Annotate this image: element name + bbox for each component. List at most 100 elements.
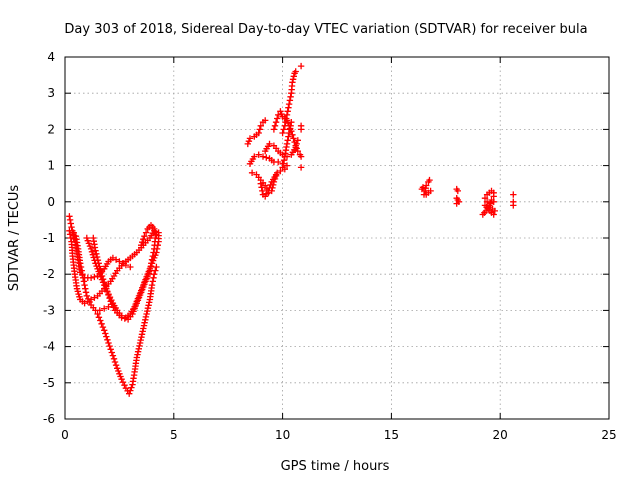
data-point-marker	[121, 315, 128, 322]
data-point-marker	[286, 126, 294, 133]
data-point-marker	[137, 336, 144, 344]
data-point-marker	[134, 348, 142, 355]
data-point-marker	[270, 126, 278, 133]
y-tick-label: 3	[47, 86, 55, 100]
data-point-marker	[83, 292, 90, 300]
y-axis-title: SDTVAR / TECUs	[7, 185, 22, 292]
data-point-marker	[87, 245, 95, 253]
x-tick-label: 25	[601, 428, 616, 442]
data-point-marker	[93, 253, 101, 261]
data-point-marker	[98, 320, 105, 327]
data-point-marker	[151, 271, 158, 278]
data-point-marker	[139, 239, 146, 246]
data-point-marker	[275, 111, 282, 119]
data-point-marker	[297, 62, 305, 70]
data-point-marker	[279, 164, 286, 171]
data-point-marker	[289, 131, 296, 138]
y-tick-label: -2	[43, 267, 55, 281]
data-point-marker	[96, 307, 103, 314]
data-point-marker	[79, 271, 86, 278]
data-point-marker	[481, 195, 489, 202]
data-point-marker	[115, 367, 122, 375]
data-point-marker	[82, 285, 89, 292]
data-point-marker	[95, 314, 103, 321]
data-point-marker	[118, 314, 125, 321]
data-point-marker	[77, 263, 85, 271]
data-point-marker	[116, 258, 123, 265]
data-point-marker	[107, 298, 114, 305]
data-point-marker	[153, 263, 160, 271]
data-point-marker	[106, 342, 113, 350]
data-point-marker	[292, 68, 299, 75]
data-point-marker	[286, 97, 294, 104]
data-point-marker	[94, 310, 101, 318]
data-point-marker	[152, 234, 159, 242]
data-point-marker	[104, 288, 111, 295]
data-point-marker	[81, 281, 88, 289]
data-point-marker	[147, 263, 154, 271]
data-point-marker	[285, 104, 292, 111]
x-tick-label: 5	[170, 428, 178, 442]
data-point-marker	[262, 117, 269, 124]
data-point-marker	[297, 122, 305, 129]
data-point-marker	[258, 184, 265, 191]
data-point-marker	[289, 79, 296, 86]
data-point-marker	[148, 256, 156, 263]
data-point-marker	[257, 180, 264, 187]
data-point-marker	[136, 342, 143, 350]
data-point-marker	[510, 202, 517, 209]
data-point-marker	[112, 256, 120, 263]
data-point-marker	[267, 181, 274, 189]
data-point-marker	[133, 300, 140, 307]
data-point-marker	[82, 289, 90, 296]
data-point-marker	[101, 327, 108, 334]
data-point-marker	[78, 267, 85, 274]
data-point-marker	[66, 213, 73, 220]
data-point-marker	[148, 260, 155, 267]
y-tick-label: 4	[47, 50, 55, 64]
data-point-marker	[102, 282, 109, 289]
x-tick-label: 20	[493, 428, 508, 442]
data-point-marker	[245, 138, 253, 145]
axis-ticks	[64, 56, 610, 420]
data-point-marker	[138, 242, 145, 249]
data-point-marker	[281, 122, 288, 129]
data-point-marker	[142, 313, 150, 321]
x-tick-label: 10	[275, 428, 290, 442]
data-point-marker	[80, 278, 88, 285]
data-point-marker	[453, 200, 460, 207]
data-point-marker	[86, 242, 94, 250]
data-point-marker	[105, 291, 112, 299]
data-point-marker	[127, 263, 134, 271]
data-point-marker	[510, 191, 517, 198]
data-point-marker	[255, 151, 262, 158]
data-point-marker	[259, 153, 267, 160]
data-point-marker	[490, 193, 497, 200]
data-point-marker	[419, 184, 427, 191]
y-tick-label: -3	[43, 303, 55, 317]
x-tick-label: 0	[61, 428, 69, 442]
data-point-marker	[97, 317, 104, 324]
data-point-marker	[280, 160, 287, 167]
y-tick-label: -6	[43, 412, 55, 426]
data-point-marker	[285, 100, 293, 108]
data-point-marker	[106, 295, 113, 302]
data-point-marker	[119, 379, 127, 386]
data-point-marker	[99, 323, 107, 331]
data-point-marker	[141, 281, 148, 288]
data-point-marker	[121, 382, 128, 389]
data-point-marker	[266, 140, 273, 148]
y-tick-label: -5	[43, 376, 55, 390]
data-point-marker	[274, 115, 281, 122]
data-point-marker	[92, 247, 99, 254]
data-point-marker	[248, 169, 256, 176]
data-point-marker	[256, 126, 263, 133]
data-point-marker	[149, 252, 156, 260]
data-point-marker	[141, 319, 148, 326]
data-point-marker	[277, 167, 284, 175]
data-point-marker	[67, 220, 74, 227]
data-point-marker	[148, 281, 156, 289]
y-tick-label: 0	[47, 195, 55, 209]
data-point-marker	[262, 182, 269, 189]
data-point-marker	[105, 339, 112, 347]
